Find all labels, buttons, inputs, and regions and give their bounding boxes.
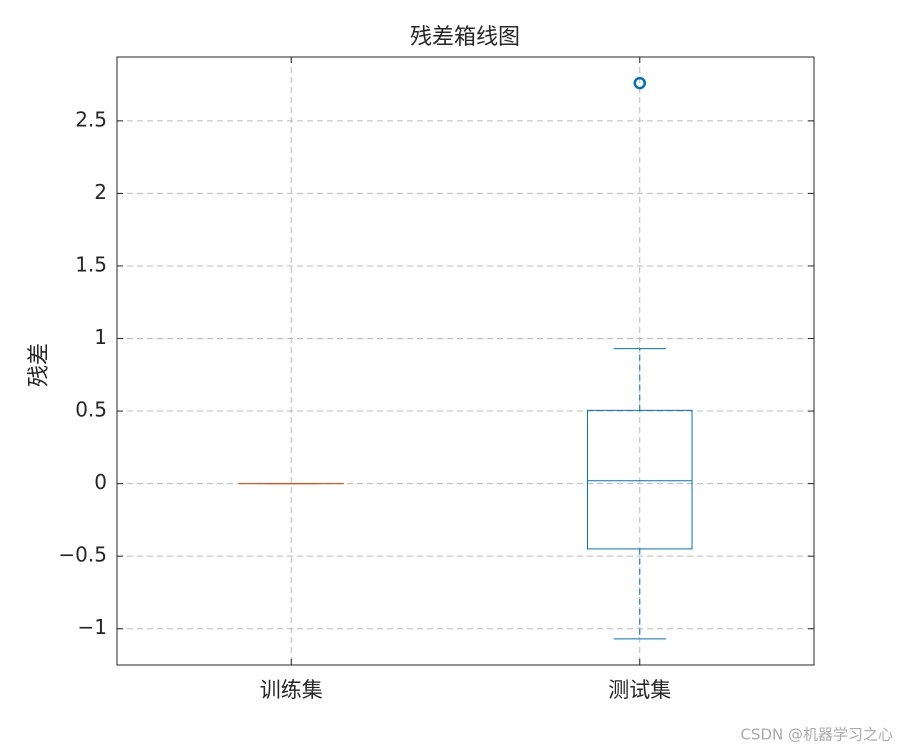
y-tick-label: −0.5 bbox=[58, 543, 107, 567]
y-tick-label: 1 bbox=[94, 325, 107, 349]
y-tick-label: 0.5 bbox=[75, 398, 107, 422]
y-axis-label: 残差 bbox=[27, 343, 52, 387]
y-tick-label: 2.5 bbox=[75, 107, 107, 131]
y-tick-label: −1 bbox=[78, 615, 107, 639]
x-tick-label: 训练集 bbox=[260, 678, 323, 702]
watermark: CSDN @机器学习之心 bbox=[740, 726, 893, 744]
chart-title: 残差箱线图 bbox=[410, 25, 520, 50]
x-tick-label: 测试集 bbox=[608, 678, 671, 702]
y-tick-label: 0 bbox=[94, 470, 107, 494]
y-tick-label: 2 bbox=[94, 180, 107, 204]
y-tick-label: 1.5 bbox=[75, 252, 107, 276]
